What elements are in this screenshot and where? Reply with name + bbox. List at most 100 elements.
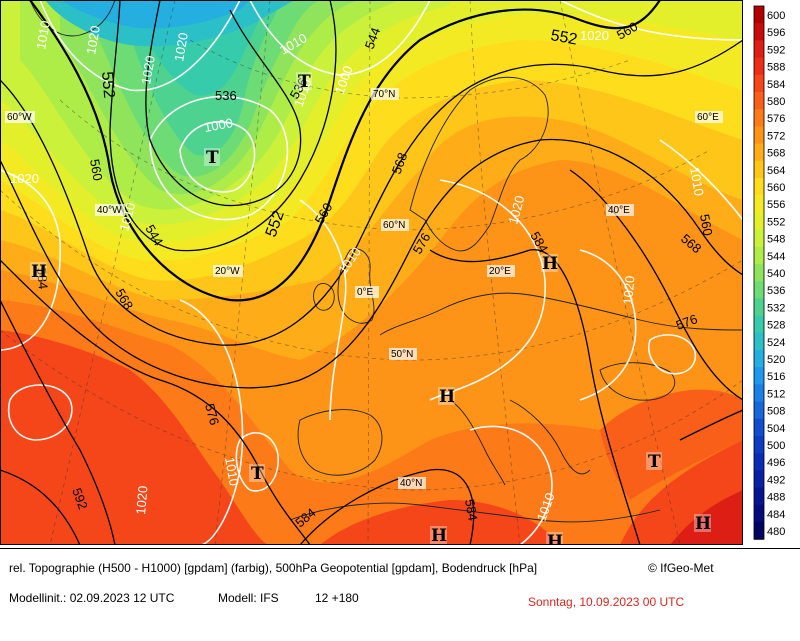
high-label: H [439,387,455,407]
isobar-low-atlantic [179,121,256,193]
weather-map: 70°N 60°N 50°N 40°N 60°W 40°W 20°W 0°E 2… [0,0,743,545]
legend-label: 588 [767,62,785,74]
legend-swatch [754,178,764,196]
lat-label-60: 60°N [381,219,409,231]
band-580-sea [600,389,743,500]
legend-label: 584 [767,79,785,91]
isobar-1020-ne [559,0,743,41]
isobar-label: 1020 [620,275,637,305]
isobar-label: 1020 [83,24,103,55]
legend-swatch [754,195,764,213]
isobar-low-atlantic-2 [149,95,289,221]
isobar-greenland [39,0,241,92]
model-init: Modellinit.: 02.09.2023 12 UTC [9,591,175,605]
band-584b [320,500,560,545]
lat-label-50-text: 50°N [391,349,413,360]
legend-label: 532 [767,302,785,314]
isobar-1010-central [299,199,347,421]
high-label: H [431,526,447,545]
legend-label: 496 [767,457,785,469]
longitude-labels: 60°W 40°W 20°W 0°E 20°E 40°E 60°E [5,111,723,298]
low-label: T [648,452,661,472]
legend-swatch [754,74,764,93]
legend-label: 556 [767,199,785,211]
legend-swatch [754,298,764,317]
coastline-iberia [297,409,383,476]
lon-label-40w: 40°W [97,205,122,216]
lon-label-20e: 20°E [489,266,511,277]
coastline-balkans [509,399,591,475]
legend-swatch [754,350,764,368]
legend-label: 560 [767,182,785,194]
graticule-20w [214,0,271,545]
isobar-label: 1020 [505,194,527,226]
low-center-east: T [646,452,662,472]
legend-swatch [754,23,764,41]
isobar-label: 1010 [687,166,707,197]
legend-label: 600 [767,10,785,22]
legend-swatch [754,57,764,76]
high-label: H [547,532,563,545]
legend-label: 580 [767,96,785,108]
high-center-libya: H [546,532,563,545]
lat-label-40: 40°N [398,477,426,489]
coastline-greenland [29,0,116,37]
high-center-southeast: H [694,514,711,534]
isohypse-label: 568 [389,151,411,177]
lon-label-0e: 0°E [357,287,374,298]
graticule-70n [189,39,631,99]
low-center-atlantic: T [204,148,220,168]
coastline-africa [289,502,661,523]
color-legend: 600 596 592 588 584 580 576 572 568 564 560 556 552 5… [753,5,785,540]
isohypse-568 [0,138,743,389]
legend-label: 488 [767,492,785,504]
high-center-russia: H [541,254,558,274]
high-label: H [31,262,47,282]
legend-swatch [754,246,764,265]
legend-label: 484 [767,509,785,521]
legend-swatch [754,281,764,299]
legend-labels: 600 596 592 588 584 580 576 572 568 564 560 556 552 5… [767,10,785,538]
copyright: © IfGeo-Met [648,561,714,575]
band-584 [0,330,270,545]
isohypse-560 [0,39,743,346]
legend-swatch [754,229,764,248]
low-center-north: T [296,72,312,92]
isohypse-592 [0,469,81,545]
graticule-40e [559,0,681,545]
band-592 [670,490,743,545]
isohypse-552 [29,0,661,302]
legend-label: 568 [767,148,785,160]
map-description: rel. Topographie (H500 - H1000) [gpdam] … [9,561,538,575]
high-label: H [695,514,711,534]
legend-swatch [754,126,764,145]
legend-label: 540 [767,268,785,280]
legend-label: 480 [767,526,785,538]
graticule-40n [0,329,743,491]
isobar-label: 1020 [133,485,150,515]
legend-label: 564 [767,165,785,177]
isobar-1020-iberia [179,299,244,545]
map-frame [0,0,743,545]
legend-swatch [754,212,764,231]
legend-label: 544 [767,251,785,263]
latitude-labels: 70°N 60°N 50°N 40°N [371,88,426,489]
high-center-africa: H [430,526,447,545]
legend-label: 548 [767,234,785,246]
lon-label-40e: 40°E [608,205,630,216]
isohypse-label: 552 [549,27,578,48]
graticule-40w [49,0,176,545]
legend-frame [753,5,765,540]
legend-swatch [754,92,764,110]
coastline-europe [379,292,743,336]
legend-label: 512 [767,388,785,400]
isobar-1020-east [579,249,637,401]
graticule-20e [469,0,521,545]
isobar-label: 1020 [10,171,39,186]
legend-swatch [754,143,764,162]
legend-swatch [754,418,764,437]
legend-swatch [754,470,764,489]
legend-swatch [754,436,764,454]
high-center-alps: H [438,387,455,407]
band-520 [60,0,250,29]
